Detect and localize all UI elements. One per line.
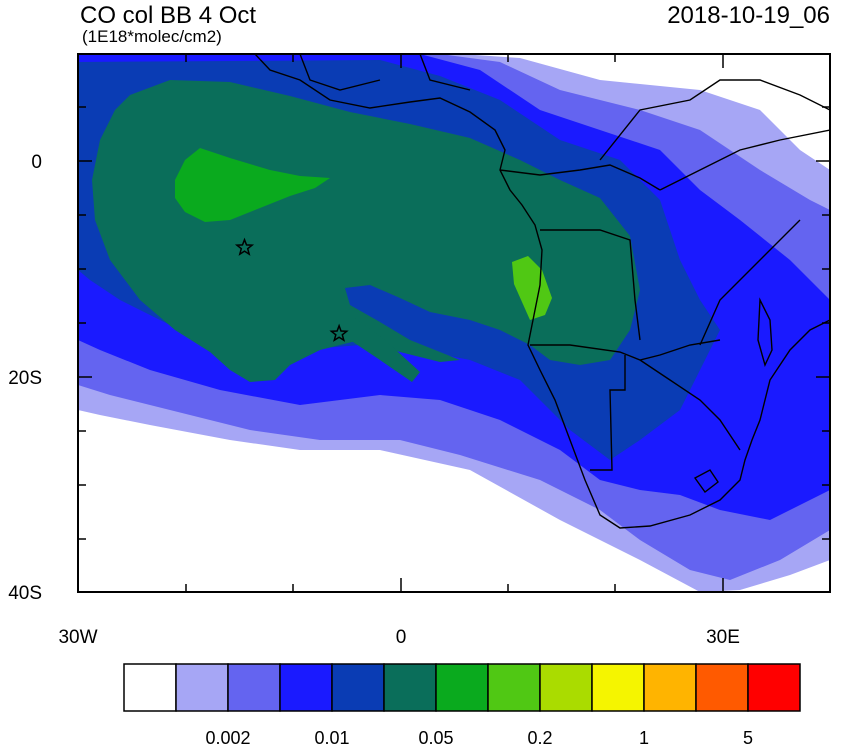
field-filament — [330, 318, 420, 382]
africa-coastline — [254, 54, 830, 529]
colorbar-swatch — [695, 663, 749, 712]
x-tick-0: 0 — [396, 627, 407, 648]
map-units: (1E18*molec/cm2) — [82, 27, 222, 46]
y-tick-40s: 40S — [8, 583, 42, 604]
colorbar-swatch — [747, 663, 801, 712]
colorbar-swatch — [123, 663, 177, 712]
country-borders — [299, 54, 830, 471]
colorbar-swatch — [487, 663, 541, 712]
colorbar-swatch — [435, 663, 489, 712]
colorbar-label: 0.2 — [527, 728, 552, 747]
field-level-6-north — [175, 148, 330, 222]
colorbar-swatch — [591, 663, 645, 712]
x-tick-30w: 30W — [58, 627, 97, 648]
colorbar-swatch — [539, 663, 593, 712]
colorbar-swatch — [175, 663, 229, 712]
coastline-layer — [254, 54, 830, 529]
star-marker-2 — [329, 323, 349, 342]
colorbar-swatch — [279, 663, 333, 712]
lake-outline — [757, 297, 773, 368]
colorbar-label: 5 — [743, 728, 753, 747]
map-title: CO col BB 4 Oct — [80, 2, 257, 29]
x-tick-30e: 30E — [706, 627, 740, 648]
map-field — [78, 54, 830, 592]
map-datetime: 2018-10-19_06 — [667, 2, 830, 29]
marker-layer — [234, 237, 349, 342]
colorbar-label: 0.01 — [314, 728, 349, 747]
colorbar-swatch — [331, 663, 385, 712]
colorbar-swatch — [227, 663, 281, 712]
colorbar-swatch — [383, 663, 437, 712]
lesotho-border — [693, 469, 719, 493]
y-tick-0: 0 — [31, 152, 42, 173]
colorbar-label: 0.05 — [418, 728, 453, 747]
tick-marks — [78, 54, 830, 592]
colorbar-label: 0.002 — [205, 728, 250, 747]
colorbar-swatch — [643, 663, 697, 712]
colorbar-label: 1 — [639, 728, 649, 747]
field-level-6-coast — [512, 256, 552, 320]
star-marker-1 — [234, 237, 255, 256]
colorbar: 0.002 0.01 0.05 0.2 1 5 — [123, 663, 801, 747]
y-tick-20s: 20S — [8, 368, 42, 389]
